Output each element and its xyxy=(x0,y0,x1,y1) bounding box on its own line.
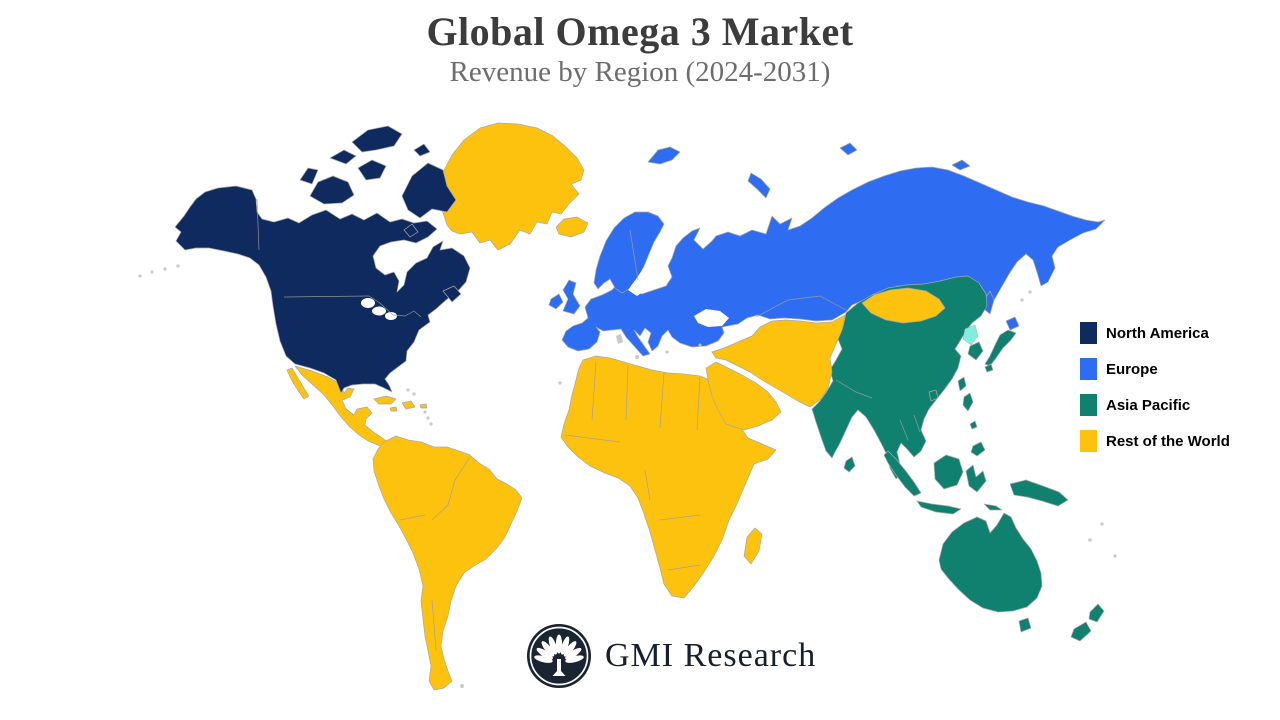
palm-fan xyxy=(534,634,584,676)
ellesmere-island xyxy=(351,125,403,153)
middle-east-central-asia xyxy=(711,314,846,408)
arctic-island-3 xyxy=(413,143,431,157)
legend: North America Europe Asia Pacific Rest o… xyxy=(1080,322,1230,452)
timor xyxy=(983,503,1003,511)
minor-islands xyxy=(138,264,1117,688)
sulawesi xyxy=(965,464,987,493)
mongolia xyxy=(861,287,946,324)
rest-of-world-swatch xyxy=(1080,430,1097,452)
iceland xyxy=(555,216,589,238)
header: Global Omega 3 Market Revenue by Region … xyxy=(0,10,1280,89)
north-korea xyxy=(962,324,979,346)
new-zealand-south xyxy=(1070,621,1092,642)
lake-erie-ontario xyxy=(385,312,397,320)
new-guinea xyxy=(1009,479,1069,507)
java xyxy=(916,500,962,515)
japan-honshu xyxy=(984,329,1017,367)
brand-logo: GMI Research xyxy=(526,623,816,689)
region-north-america xyxy=(174,125,471,394)
newfoundland xyxy=(442,285,462,303)
gmi-logo-icon xyxy=(527,624,591,688)
legend-label: Rest of the World xyxy=(1106,432,1230,450)
baja-california xyxy=(286,367,310,400)
legend-label: North America xyxy=(1106,324,1209,342)
asia-pacific-swatch xyxy=(1080,394,1097,416)
page-title: Global Omega 3 Market xyxy=(426,9,854,54)
borneo xyxy=(933,454,964,490)
hainan xyxy=(928,389,939,402)
hispaniola xyxy=(401,400,416,410)
taiwan xyxy=(957,376,967,392)
region-asia-pacific xyxy=(811,275,1105,642)
legend-item-rest-of-world: Rest of the World xyxy=(1080,430,1230,452)
severnaya-zemlya xyxy=(839,142,858,156)
china-india-southeast-asia xyxy=(811,275,988,480)
south-korea xyxy=(967,341,984,361)
victoria-island xyxy=(309,175,355,205)
europe-swatch xyxy=(1080,358,1097,380)
greenland xyxy=(440,122,585,251)
philippines-luzon xyxy=(962,392,974,412)
legend-item-asia-pacific: Asia Pacific xyxy=(1080,394,1230,416)
south-america xyxy=(372,435,523,691)
legend-item-north-america: North America xyxy=(1080,322,1230,344)
legend-label: Europe xyxy=(1106,360,1158,378)
great-lakes xyxy=(361,298,397,320)
philippines-visayas xyxy=(969,420,978,430)
hokkaido xyxy=(1005,316,1020,331)
baffin-island xyxy=(401,162,457,219)
black-sea xyxy=(694,309,729,327)
scandinavia xyxy=(593,211,665,294)
cuba xyxy=(373,395,397,405)
lake-michigan-huron xyxy=(372,306,386,316)
brand-name: GMI Research xyxy=(605,637,817,674)
novaya-zemlya xyxy=(747,172,771,199)
sri-lanka xyxy=(843,456,856,473)
mexico-central-america xyxy=(294,365,395,451)
tasmania xyxy=(1018,617,1032,633)
arabian-peninsula xyxy=(705,361,782,431)
legend-label: Asia Pacific xyxy=(1106,396,1191,414)
ireland xyxy=(548,293,564,310)
great-britain xyxy=(562,279,581,315)
north-america-swatch xyxy=(1080,322,1097,344)
philippines-mindanao xyxy=(970,441,986,457)
new-zealand-north xyxy=(1088,603,1105,623)
legend-item-europe: Europe xyxy=(1080,358,1230,380)
jamaica xyxy=(389,406,398,412)
country-borders xyxy=(256,198,921,651)
arctic-island-2 xyxy=(329,149,357,165)
puerto-rico xyxy=(419,403,428,409)
sumatra xyxy=(883,450,922,497)
baltic-sea xyxy=(628,234,668,296)
arctic-island xyxy=(357,159,387,181)
japan-kyushu xyxy=(984,363,994,373)
southampton-island xyxy=(403,223,419,238)
north-america-mainland xyxy=(174,185,471,394)
banks-island xyxy=(299,167,319,185)
lake-superior xyxy=(361,298,375,308)
region-rest-of-world xyxy=(286,122,946,691)
australia xyxy=(938,512,1043,613)
new-siberian-islands xyxy=(951,159,971,171)
svalbard xyxy=(647,146,681,165)
page-subtitle: Revenue by Region (2024-2031) xyxy=(449,56,831,88)
madagascar xyxy=(743,527,763,565)
